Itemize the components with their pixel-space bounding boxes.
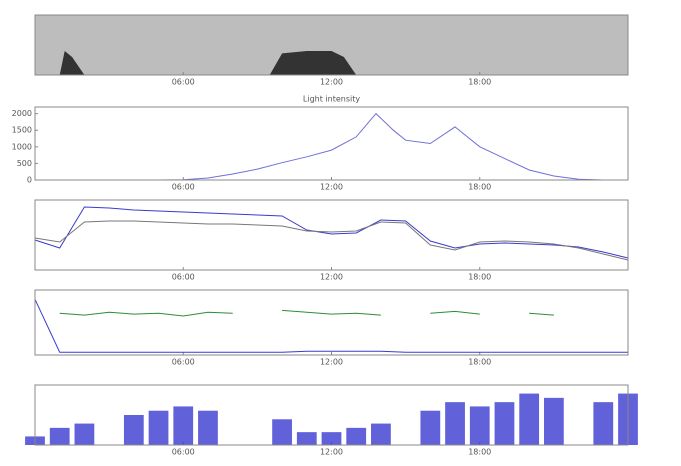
series-line <box>35 114 628 180</box>
bar <box>50 428 70 445</box>
x-tick-label: 06:00 <box>172 183 195 192</box>
x-tick-label: 18:00 <box>468 273 491 282</box>
bar <box>593 402 613 445</box>
x-tick-label: 18:00 <box>468 358 491 367</box>
x-tick-label: 06:00 <box>172 78 195 87</box>
x-tick-label: 18:00 <box>468 448 491 457</box>
bar <box>272 419 292 445</box>
x-tick-label: 06:00 <box>172 448 195 457</box>
page: {"chart_data": [ {"type": "area", "color… <box>0 0 681 466</box>
y-tick-label: 1000 <box>12 142 32 151</box>
bar <box>75 424 95 445</box>
x-tick-label: 06:00 <box>172 358 195 367</box>
bar <box>445 402 465 445</box>
y-tick-label: 500 <box>17 159 32 168</box>
series-line <box>35 221 628 260</box>
bar <box>322 432 342 445</box>
bar <box>173 406 193 445</box>
panel-frame <box>35 107 628 180</box>
x-tick-label: 18:00 <box>468 78 491 87</box>
bar <box>470 406 490 445</box>
bar <box>420 411 440 445</box>
bar <box>297 432 317 445</box>
panel-frame <box>35 200 628 270</box>
bar <box>495 402 515 445</box>
x-tick-label: 18:00 <box>468 183 491 192</box>
bar <box>519 394 539 445</box>
x-tick-label: 12:00 <box>320 448 343 457</box>
bar <box>346 428 366 445</box>
bar <box>198 411 218 445</box>
bar <box>149 411 169 445</box>
series-line <box>35 299 628 352</box>
y-tick-label: 0 <box>27 176 32 185</box>
bar <box>371 424 391 445</box>
x-tick-label: 06:00 <box>172 273 195 282</box>
series-line <box>60 310 554 316</box>
y-tick-label: 2000 <box>12 109 32 118</box>
x-tick-label: 12:00 <box>320 273 343 282</box>
x-tick-label: 12:00 <box>320 78 343 87</box>
x-tick-label: 12:00 <box>320 183 343 192</box>
panel-frame <box>35 290 628 355</box>
x-tick-label: 12:00 <box>320 358 343 367</box>
bar <box>124 415 144 445</box>
y-tick-label: 1500 <box>12 126 32 135</box>
panel-title: Light intensity <box>303 95 360 104</box>
bar <box>544 398 564 445</box>
chart: 06:00 12:00 18:00 Light intensity 06:00 12:00… <box>0 0 681 466</box>
